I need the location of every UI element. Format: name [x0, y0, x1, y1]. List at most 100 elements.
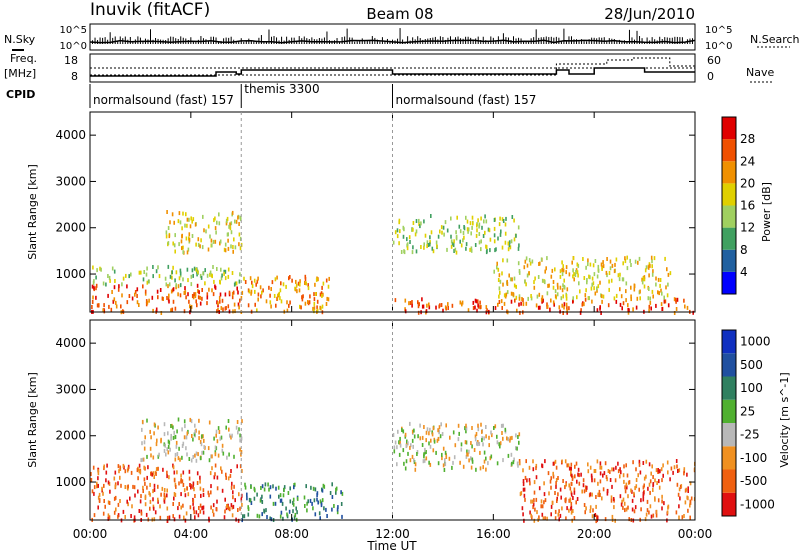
- data-cell: [167, 264, 170, 269]
- data-cell: [311, 501, 313, 506]
- data-cell: [421, 297, 423, 302]
- data-cell: [678, 468, 681, 473]
- data-cell: [515, 233, 517, 238]
- data-cell: [216, 499, 218, 504]
- nave-right-tick-bottom: 0: [707, 70, 714, 83]
- data-cell: [118, 284, 120, 289]
- data-cell: [126, 284, 128, 289]
- data-cell: [653, 256, 656, 261]
- data-cell: [199, 440, 202, 444]
- data-cell: [227, 246, 230, 251]
- data-cell: [214, 452, 217, 457]
- data-cell: [313, 498, 316, 503]
- data-cell: [185, 446, 187, 451]
- data-cell: [655, 282, 657, 287]
- data-cell: [231, 481, 233, 486]
- data-cell: [166, 493, 168, 498]
- data-cell: [107, 513, 110, 518]
- data-cell: [474, 298, 477, 303]
- data-cell: [504, 222, 507, 227]
- data-cell: [555, 484, 557, 489]
- data-cell: [478, 240, 481, 245]
- data-cell: [426, 427, 429, 432]
- data-cell: [557, 512, 560, 517]
- data-cell: [558, 517, 560, 522]
- data-cell: [570, 501, 573, 506]
- data-cell: [217, 308, 219, 312]
- data-cell: [615, 257, 618, 262]
- data-cell: [677, 469, 679, 473]
- data-cell: [411, 250, 414, 255]
- data-cell: [122, 276, 125, 281]
- data-cell: [518, 269, 521, 273]
- data-cell: [523, 487, 526, 492]
- data-cell: [573, 490, 576, 495]
- data-cell: [181, 226, 183, 231]
- data-cell: [336, 507, 339, 512]
- data-cell: [471, 215, 474, 220]
- data-cell: [561, 260, 563, 265]
- data-cell: [187, 292, 189, 297]
- data-cell: [253, 486, 256, 491]
- data-cell: [622, 473, 625, 478]
- data-cell: [496, 440, 499, 445]
- data-cell: [689, 501, 692, 505]
- noise-panel-frame: [89, 23, 696, 51]
- station-title: Inuvik (fitACF): [90, 0, 210, 20]
- data-cell: [172, 241, 174, 246]
- data-cell: [602, 473, 604, 478]
- data-cell: [153, 475, 155, 479]
- data-cell: [551, 268, 554, 273]
- data-cell: [178, 502, 180, 506]
- data-cell: [153, 517, 156, 522]
- data-cell: [418, 218, 420, 223]
- data-cell: [293, 515, 296, 520]
- data-cell: [554, 294, 557, 299]
- data-cell: [565, 482, 567, 487]
- data-cell: [144, 502, 147, 507]
- data-cell: [667, 303, 670, 308]
- data-cell: [642, 497, 645, 502]
- data-cell: [145, 272, 148, 277]
- data-cell: [149, 492, 151, 497]
- data-cell: [660, 467, 663, 472]
- data-cell: [232, 504, 235, 509]
- data-cell: [263, 487, 266, 492]
- data-cell: [313, 309, 315, 314]
- data-cell: [489, 456, 492, 461]
- data-cell: [136, 468, 139, 473]
- data-cell: [469, 221, 472, 226]
- data-cell: [312, 506, 314, 511]
- data-cell: [224, 497, 226, 502]
- data-cell: [584, 510, 586, 515]
- data-cell: [239, 236, 242, 241]
- data-cell: [442, 225, 445, 230]
- data-cell: [652, 513, 655, 518]
- data-cell: [530, 513, 532, 518]
- data-cell: [687, 496, 689, 501]
- data-cell: [278, 494, 280, 499]
- data-cell: [535, 303, 538, 308]
- data-cell: [550, 476, 552, 481]
- colorbar-swatch: [722, 492, 736, 516]
- data-cell: [92, 465, 95, 470]
- data-cell: [185, 435, 188, 440]
- data-cell: [626, 473, 629, 478]
- data-cell: [483, 459, 486, 464]
- data-cell: [217, 426, 220, 431]
- data-cell: [499, 216, 501, 221]
- data-cell: [246, 496, 248, 501]
- data-cell: [137, 489, 139, 494]
- data-cell: [629, 258, 631, 263]
- data-cell: [413, 458, 415, 463]
- data-cell: [405, 444, 408, 449]
- data-cell: [437, 436, 440, 441]
- data-cell: [239, 246, 242, 251]
- data-cell: [521, 506, 524, 511]
- data-cell: [282, 282, 285, 287]
- data-cell: [651, 464, 653, 469]
- data-cell: [91, 305, 93, 309]
- data-cell: [452, 430, 455, 435]
- data-cell: [160, 439, 162, 444]
- data-cell: [322, 281, 325, 286]
